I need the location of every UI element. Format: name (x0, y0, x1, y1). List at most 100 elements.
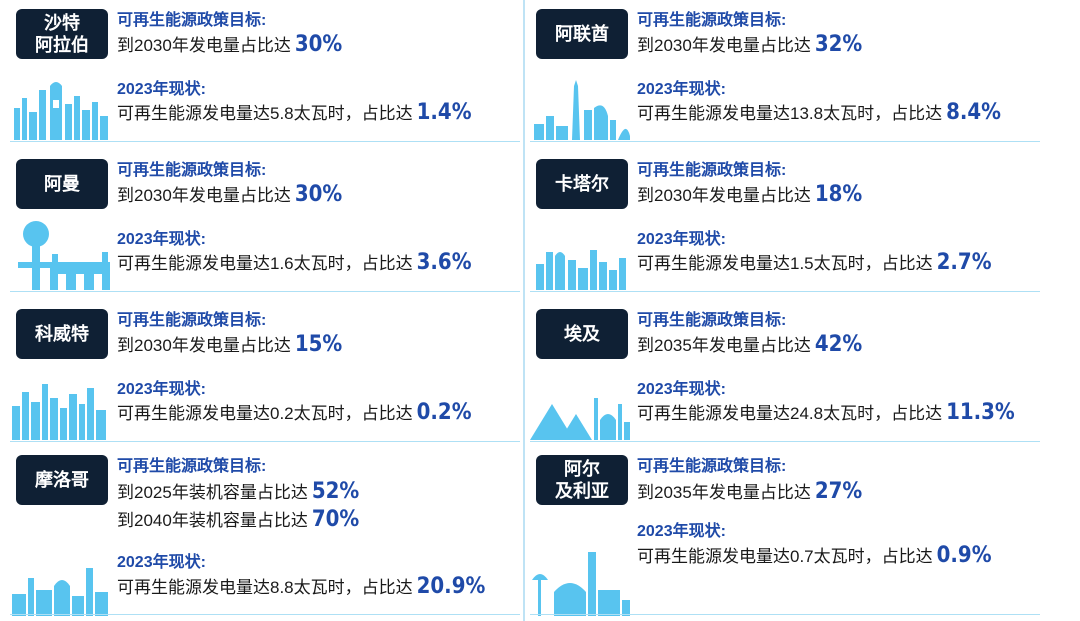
column-divider (523, 0, 525, 621)
goal-text: 到2030年发电量占比达 (117, 336, 291, 355)
status-value: 11.3% (946, 400, 1015, 425)
country-badge: 阿联酋 (536, 9, 628, 59)
status-line: 可再生能源发电量达1.5太瓦时，占比达 2.7% (637, 252, 992, 275)
country-card-egypt: 埃及 可再生能源政策目标: 到2035年发电量占比达 42% 2023年现状: 可… (530, 300, 1040, 442)
country-card-uae: 阿联酋 可再生能源政策目标: 到2030年发电量占比达 32% 2023年现状: … (530, 0, 1040, 142)
goal-value: 15% (294, 332, 343, 357)
card-rule (530, 141, 1040, 142)
card-rule (10, 614, 520, 615)
goal-line: 到2025年装机容量占比达 52% (117, 481, 359, 504)
goal-line: 到2030年发电量占比达 15% (117, 334, 342, 357)
goal-line: 到2035年发电量占比达 42% (637, 334, 862, 357)
skyline-icon (12, 384, 106, 440)
right-column: 阿联酋 可再生能源政策目标: 到2030年发电量占比达 32% 2023年现状: … (530, 0, 1040, 621)
goal-value: 32% (814, 32, 863, 57)
status-text: 可再生能源发电量达24.8太瓦时，占比达 (637, 404, 943, 423)
goal-value: 30% (294, 182, 343, 207)
status-value: 1.4% (416, 100, 472, 125)
skyline-icon (536, 250, 626, 290)
goal-text: 到2025年装机容量占比达 (117, 483, 308, 502)
country-card-morocco: 摩洛哥 可再生能源政策目标: 到2025年装机容量占比达 52% 到2040年装机… (10, 450, 520, 621)
goal-line: 到2030年发电量占比达 30% (117, 184, 342, 207)
card-rule (530, 441, 1040, 442)
goal-heading: 可再生能源政策目标: (117, 12, 267, 29)
goal-line: 到2030年发电量占比达 30% (117, 34, 342, 57)
status-line: 可再生能源发电量达24.8太瓦时，占比达 11.3% (637, 402, 1015, 425)
goal-heading: 可再生能源政策目标: (117, 312, 267, 329)
status-text: 可再生能源发电量达0.7太瓦时，占比达 (637, 547, 933, 566)
status-heading: 2023年现状: (117, 381, 206, 398)
status-value: 2.7% (936, 250, 992, 275)
goal-value: 27% (814, 479, 863, 504)
goal-text: 到2035年发电量占比达 (637, 336, 811, 355)
goal-line: 到2030年发电量占比达 32% (637, 34, 862, 57)
country-badge: 科威特 (16, 309, 108, 359)
goal-value: 52% (311, 479, 360, 504)
country-badge: 埃及 (536, 309, 628, 359)
goal-line: 到2030年发电量占比达 18% (637, 184, 862, 207)
status-value: 8.4% (946, 100, 1001, 125)
country-card-oman: 阿曼 可再生能源政策目标: 到2030年发电量占比达 30% 2023年现状: 可… (10, 150, 520, 292)
status-value: 20.9% (416, 574, 486, 599)
status-line: 可再生能源发电量达5.8太瓦时，占比达 1.4% (117, 102, 472, 125)
country-badge: 沙特 阿拉伯 (16, 9, 108, 59)
goal-heading: 可再生能源政策目标: (637, 458, 787, 475)
left-column: 沙特 阿拉伯 可再生能源政策目标: 到2030年发电量占比达 30% 2023年现… (10, 0, 520, 621)
status-line: 可再生能源发电量达0.2太瓦时，占比达 0.2% (117, 402, 472, 425)
goal-heading: 可再生能源政策目标: (117, 162, 267, 179)
status-line: 可再生能源发电量达8.8太瓦时，占比达 20.9% (117, 576, 485, 599)
status-text: 可再生能源发电量达1.6太瓦时，占比达 (117, 254, 413, 273)
goal-text: 到2030年发电量占比达 (637, 186, 811, 205)
goal-line: 到2040年装机容量占比达 70% (117, 509, 359, 532)
skyline-icon (534, 80, 630, 140)
skyline-icon (14, 82, 108, 140)
status-heading: 2023年现状: (637, 381, 726, 398)
card-rule (530, 291, 1040, 292)
goal-heading: 可再生能源政策目标: (637, 162, 787, 179)
status-heading: 2023年现状: (637, 231, 726, 248)
country-badge: 卡塔尔 (536, 159, 628, 209)
status-value: 3.6% (416, 250, 472, 275)
status-heading: 2023年现状: (117, 81, 206, 98)
goal-value: 70% (311, 507, 360, 532)
status-value: 0.2% (416, 400, 472, 425)
goal-text: 到2040年装机容量占比达 (117, 511, 308, 530)
country-card-saudi-arabia: 沙特 阿拉伯 可再生能源政策目标: 到2030年发电量占比达 30% 2023年现… (10, 0, 520, 142)
card-rule (10, 141, 520, 142)
status-text: 可再生能源发电量达8.8太瓦时，占比达 (117, 578, 413, 597)
country-card-algeria: 阿尔 及利亚 可再生能源政策目标: 到2035年发电量占比达 27% 2023年现… (530, 450, 1040, 621)
status-heading: 2023年现状: (117, 231, 206, 248)
status-heading: 2023年现状: (637, 523, 726, 540)
status-text: 可再生能源发电量达1.5太瓦时，占比达 (637, 254, 933, 273)
status-line: 可再生能源发电量达1.6太瓦时，占比达 3.6% (117, 252, 472, 275)
country-badge: 阿尔 及利亚 (536, 455, 628, 505)
goal-heading: 可再生能源政策目标: (637, 12, 787, 29)
goal-text: 到2035年发电量占比达 (637, 483, 811, 502)
goal-value: 18% (814, 182, 863, 207)
status-line: 可再生能源发电量达0.7太瓦时，占比达 0.9% (637, 545, 992, 568)
skyline-icon (530, 398, 630, 440)
card-rule (10, 291, 520, 292)
status-value: 0.9% (936, 543, 992, 568)
status-heading: 2023年现状: (117, 554, 206, 571)
goal-line: 到2035年发电量占比达 27% (637, 481, 862, 504)
card-rule (10, 441, 520, 442)
goal-heading: 可再生能源政策目标: (117, 458, 267, 475)
goal-heading: 可再生能源政策目标: (637, 312, 787, 329)
goal-text: 到2030年发电量占比达 (117, 186, 291, 205)
card-rule (530, 614, 1040, 615)
skyline-icon (532, 552, 630, 616)
country-card-kuwait: 科威特 可再生能源政策目标: 到2030年发电量占比达 15% 2023年现状: … (10, 300, 520, 442)
goal-text: 到2030年发电量占比达 (637, 36, 811, 55)
country-badge: 阿曼 (16, 159, 108, 209)
status-heading: 2023年现状: (637, 81, 726, 98)
goal-value: 30% (294, 32, 343, 57)
status-text: 可再生能源发电量达0.2太瓦时，占比达 (117, 404, 413, 423)
status-text: 可再生能源发电量达5.8太瓦时，占比达 (117, 104, 413, 123)
skyline-icon (18, 221, 110, 290)
status-text: 可再生能源发电量达13.8太瓦时，占比达 (637, 104, 943, 123)
status-line: 可再生能源发电量达13.8太瓦时，占比达 8.4% (637, 102, 1001, 125)
skyline-icon (12, 568, 108, 616)
goal-text: 到2030年发电量占比达 (117, 36, 291, 55)
country-badge: 摩洛哥 (16, 455, 108, 505)
